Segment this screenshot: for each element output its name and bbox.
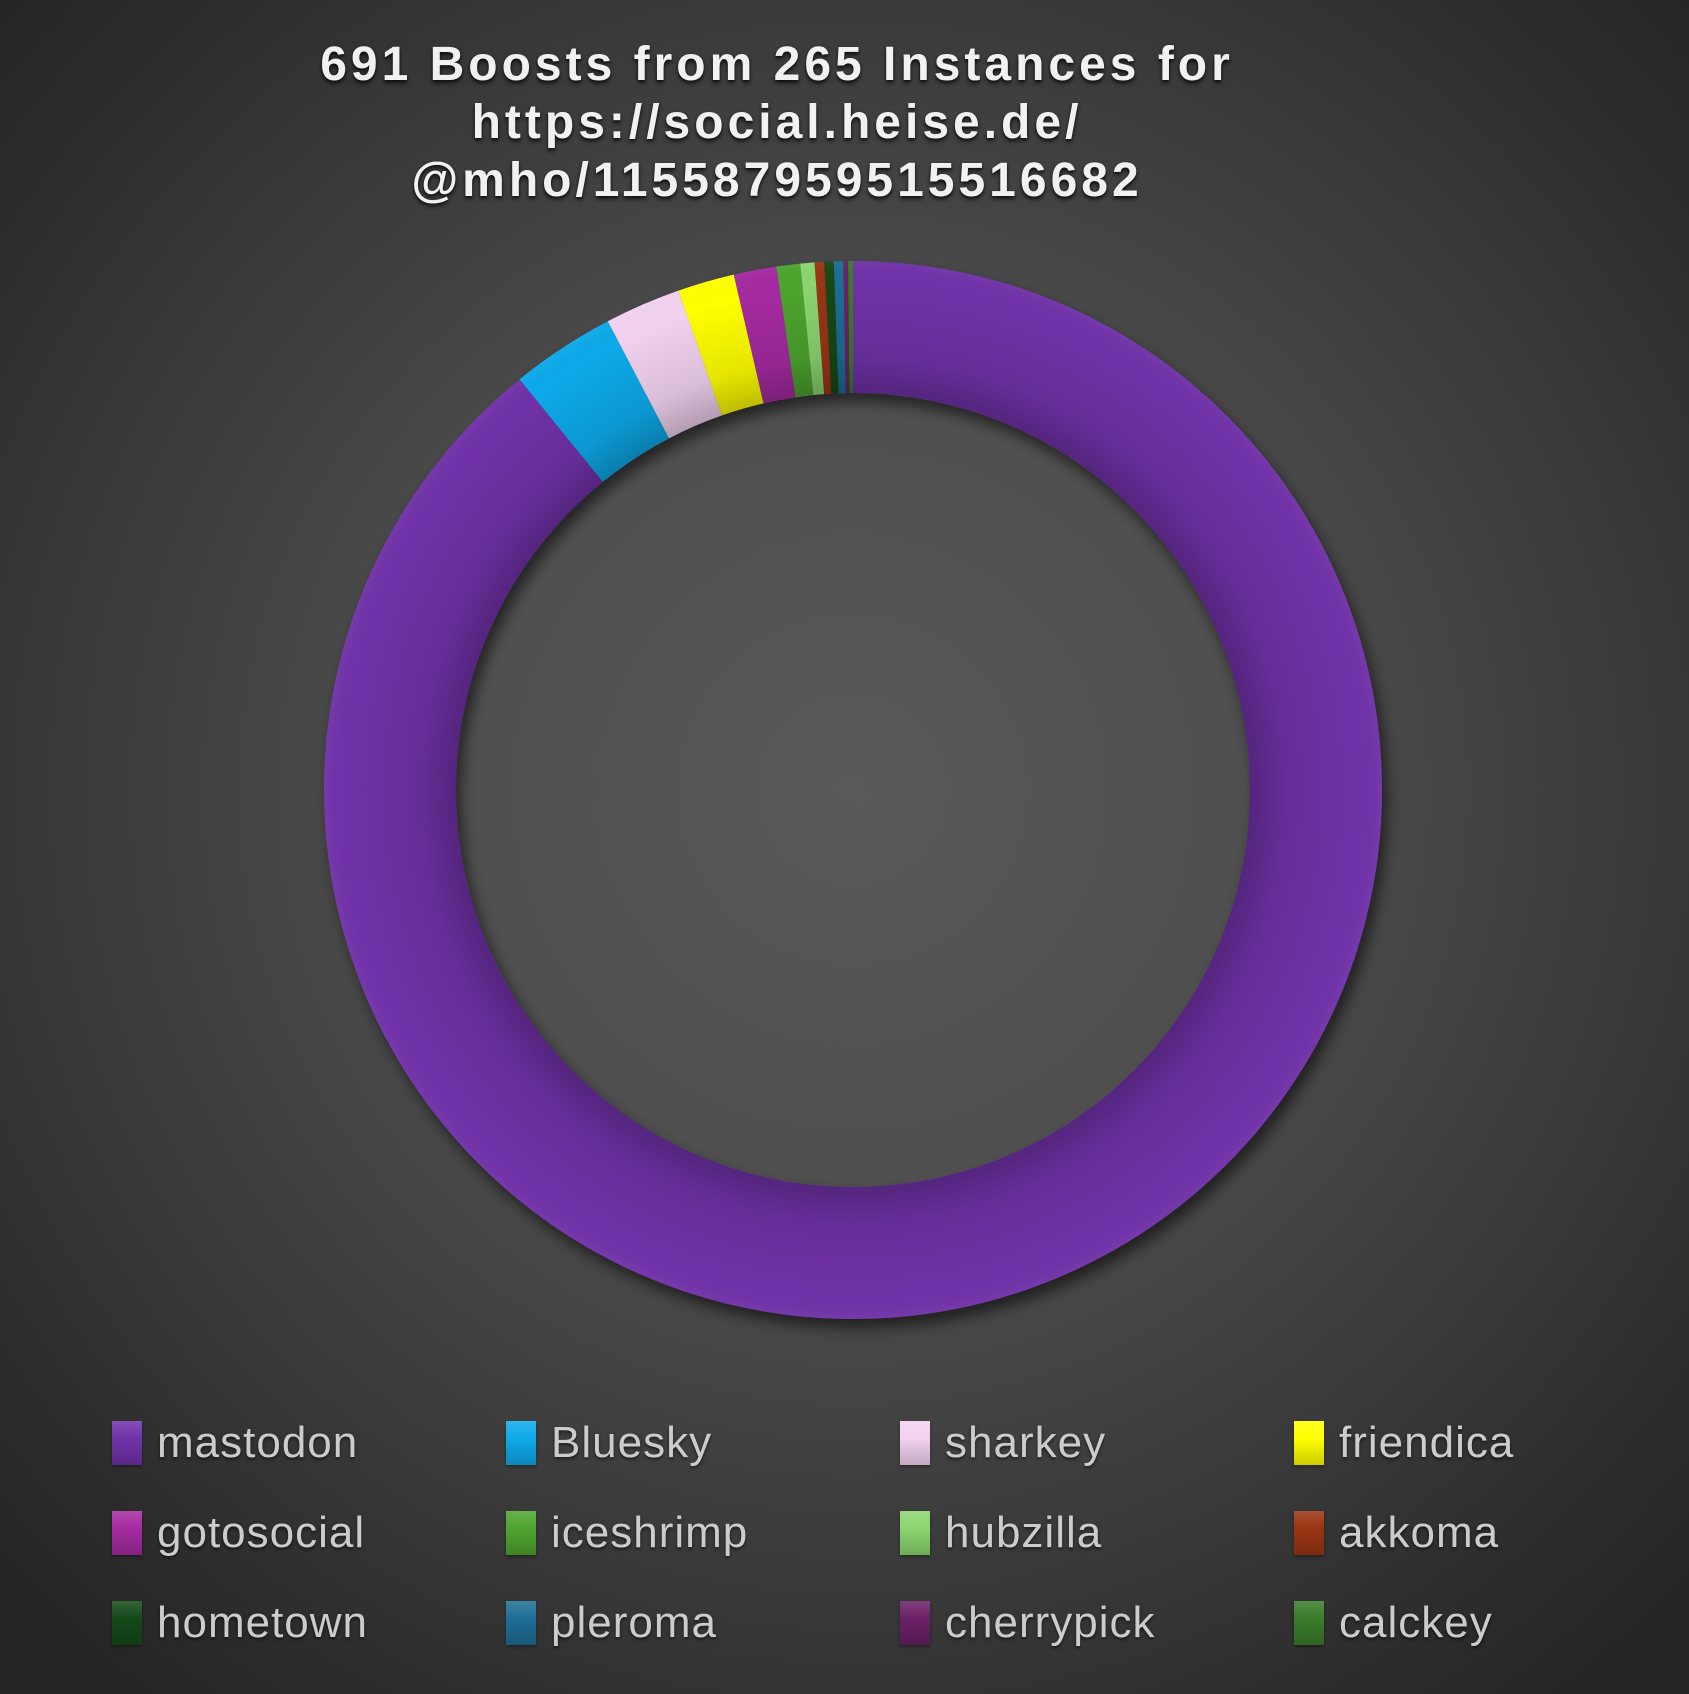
legend-item-iceshrimp: iceshrimp [506,1488,900,1578]
legend-swatch-gotosocial [112,1511,142,1555]
legend-swatch-iceshrimp [506,1511,536,1555]
legend-item-gotosocial: gotosocial [112,1488,506,1578]
legend-item-sharkey: sharkey [900,1398,1294,1488]
legend-label-pleroma: pleroma [551,1598,717,1647]
legend-item-bluesky: Bluesky [506,1398,900,1488]
legend-label-akkoma: akkoma [1339,1508,1500,1557]
chart-legend: mastodon Bluesky sharkey friendica gotosocia… [112,1398,1684,1668]
legend-label-sharkey: sharkey [945,1418,1107,1467]
legend-label-bluesky: Bluesky [551,1418,713,1467]
legend-label-cherrypick: cherrypick [945,1598,1156,1647]
legend-item-friendica: friendica [1294,1398,1688,1488]
legend-label-mastodon: mastodon [157,1418,359,1467]
legend-swatch-hometown [112,1601,142,1645]
legend-item-hubzilla: hubzilla [900,1488,1294,1578]
legend-label-hubzilla: hubzilla [945,1508,1103,1557]
legend-swatch-bluesky [506,1421,536,1465]
legend-item-hometown: hometown [112,1578,506,1668]
legend-label-calckey: calckey [1339,1598,1493,1647]
legend-item-pleroma: pleroma [506,1578,900,1668]
legend-item-akkoma: akkoma [1294,1488,1688,1578]
legend-label-iceshrimp: iceshrimp [551,1508,749,1557]
chart-title-line-1: 691 Boosts from 265 Instances for [320,38,1234,91]
legend-swatch-pleroma [506,1601,536,1645]
legend-label-friendica: friendica [1339,1418,1515,1467]
legend-item-calckey: calckey [1294,1578,1688,1668]
legend-swatch-cherrypick [900,1601,930,1645]
legend-swatch-calckey [1294,1601,1324,1645]
legend-swatch-sharkey [900,1421,930,1465]
legend-swatch-hubzilla [900,1511,930,1555]
legend-item-mastodon: mastodon [112,1398,506,1488]
chart-title: 691 Boosts from 265 Instances for https:… [0,36,1554,210]
legend-item-cherrypick: cherrypick [900,1578,1294,1668]
chart-title-line-2: https://social.heise.de/ [471,96,1083,149]
legend-label-gotosocial: gotosocial [157,1508,366,1557]
chart-title-line-3: @mho/115587959515516682 [411,154,1143,207]
legend-label-hometown: hometown [157,1598,369,1647]
legend-swatch-akkoma [1294,1511,1324,1555]
legend-swatch-friendica [1294,1421,1324,1465]
ring-shading-overlay [324,261,1382,1319]
legend-swatch-mastodon [112,1421,142,1465]
